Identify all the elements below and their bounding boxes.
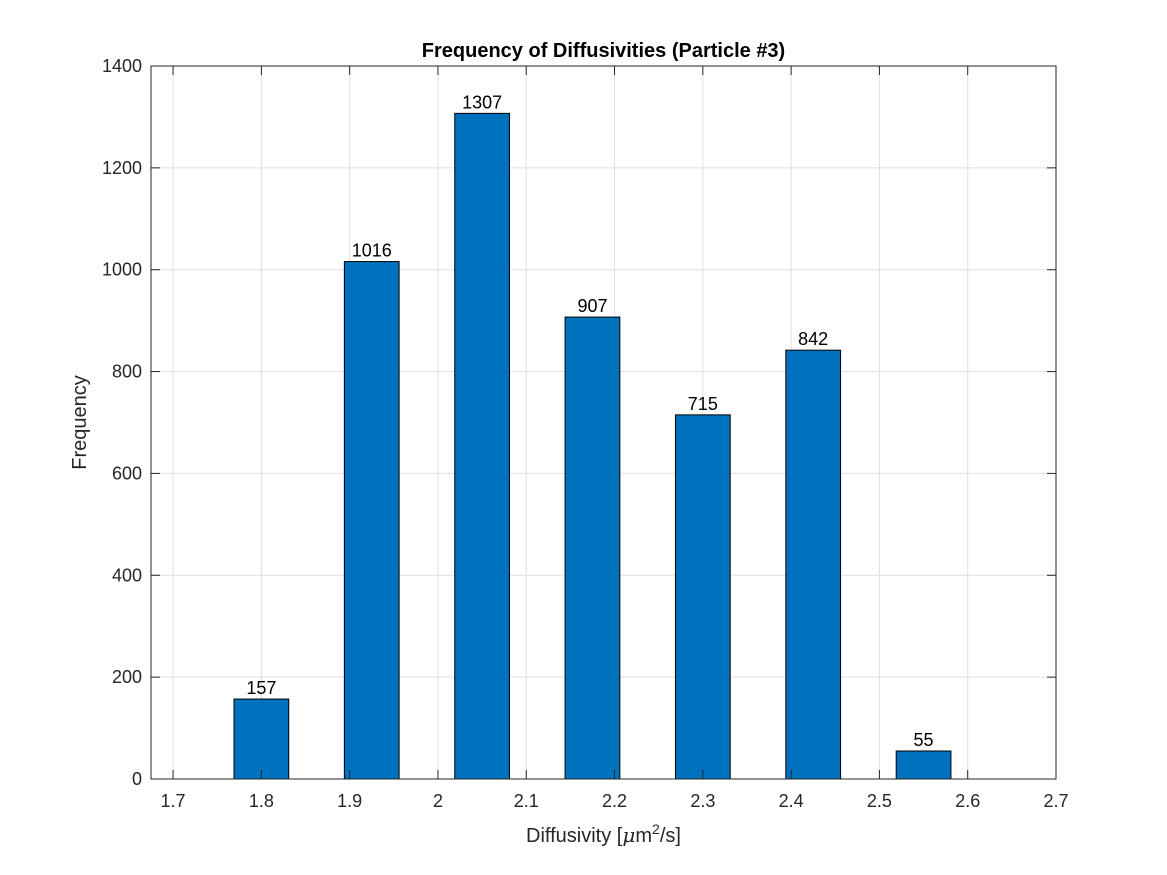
x-tick-label: 2.7 xyxy=(1043,791,1068,811)
y-tick-label: 800 xyxy=(112,362,142,382)
x-tick-label: 2.5 xyxy=(867,791,892,811)
bar-value-label: 842 xyxy=(798,329,828,349)
x-tick-label: 2.4 xyxy=(779,791,804,811)
x-tick-label: 1.8 xyxy=(249,791,274,811)
histogram-bar xyxy=(674,414,731,780)
x-axis-title: Diffusivity [μm2/s] xyxy=(526,821,681,847)
x-tick-label: 2.3 xyxy=(690,791,715,811)
histogram-bar xyxy=(233,698,290,780)
x-tick-label: 2.2 xyxy=(602,791,627,811)
histogram-bar xyxy=(564,316,621,780)
bar-value-label: 1016 xyxy=(352,241,392,261)
y-tick-label: 200 xyxy=(112,667,142,687)
histogram-bar xyxy=(785,349,842,780)
x-axis-title-unit: m xyxy=(635,825,652,847)
axis-ticks xyxy=(151,65,1057,780)
y-axis-title: Frequency xyxy=(69,375,91,470)
y-tick-label: 600 xyxy=(112,463,142,483)
bar-value-label: 55 xyxy=(914,730,934,750)
x-axis-title-prefix: Diffusivity [ xyxy=(526,825,623,847)
x-tick-label: 1.9 xyxy=(337,791,362,811)
tick-labels: 1.7 1.8 1.9 2 2.1 2.2 2.3 2.4 2.5 2.6 2.7 0 200 400 60… xyxy=(102,56,1069,811)
bar-value-label: 1307 xyxy=(462,92,502,112)
bar-value-label: 715 xyxy=(688,394,718,414)
histogram-bar xyxy=(454,112,510,780)
data-labels: 157 1016 1307 907 715 842 55 xyxy=(246,92,933,750)
y-tick-label: 0 xyxy=(132,769,142,789)
x-tick-label: 1.7 xyxy=(161,791,186,811)
bars xyxy=(233,112,952,780)
axes-frame xyxy=(150,65,1057,780)
x-axis-title-suffix: /s] xyxy=(660,825,681,847)
x-tick-label: 2 xyxy=(433,791,443,811)
x-tick-label: 2.1 xyxy=(514,791,539,811)
bar-value-label: 157 xyxy=(246,678,276,698)
plot-frame xyxy=(150,65,1057,780)
chart-title: Frequency of Diffusivities (Particle #3) xyxy=(422,40,785,62)
histogram-bar xyxy=(895,750,952,780)
y-tick-label: 1400 xyxy=(102,56,142,76)
x-axis-title-mu: μ xyxy=(622,823,635,847)
histogram-bar xyxy=(343,261,400,780)
y-tick-label: 1200 xyxy=(102,158,142,178)
bar-value-label: 907 xyxy=(577,296,607,316)
y-tick-label: 1000 xyxy=(102,260,142,280)
x-tick-label: 2.6 xyxy=(955,791,980,811)
x-axis-title-superscript: 2 xyxy=(652,821,660,837)
y-tick-label: 400 xyxy=(112,565,142,585)
